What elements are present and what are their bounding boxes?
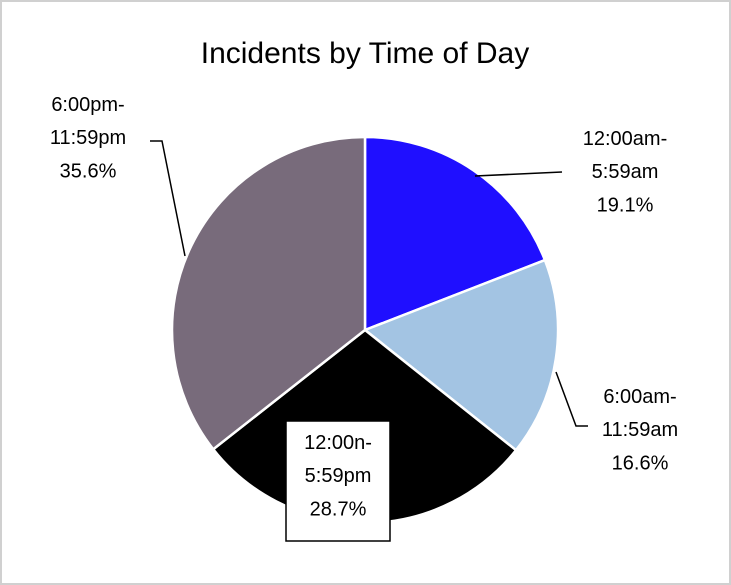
- labels: 12:00am-5:59am 19.1% 6:00am-11:59am 16.6% 12…: [50, 94, 678, 520]
- slice-label: 12:00am-5:59am: [583, 128, 668, 183]
- slice-label: 6:00am-11:59am: [602, 386, 678, 441]
- slice-label: 12:00n-5:59pm: [304, 432, 372, 487]
- value-label: 16.6%: [612, 452, 669, 474]
- value-label: 35.6%: [60, 160, 117, 182]
- leader-line: [150, 140, 186, 257]
- chart-title: Incidents by Time of Day: [201, 37, 529, 70]
- slice: [362, 258, 560, 452]
- leader-line: [555, 371, 588, 427]
- value-label: 28.7%: [310, 498, 367, 520]
- slice-label: 6:00pm-11:59pm: [50, 94, 126, 149]
- value-label: 19.1%: [597, 194, 654, 216]
- label-box: [285, 420, 391, 542]
- leader-line: [474, 171, 563, 177]
- slice: [363, 135, 547, 332]
- slice: [170, 135, 367, 452]
